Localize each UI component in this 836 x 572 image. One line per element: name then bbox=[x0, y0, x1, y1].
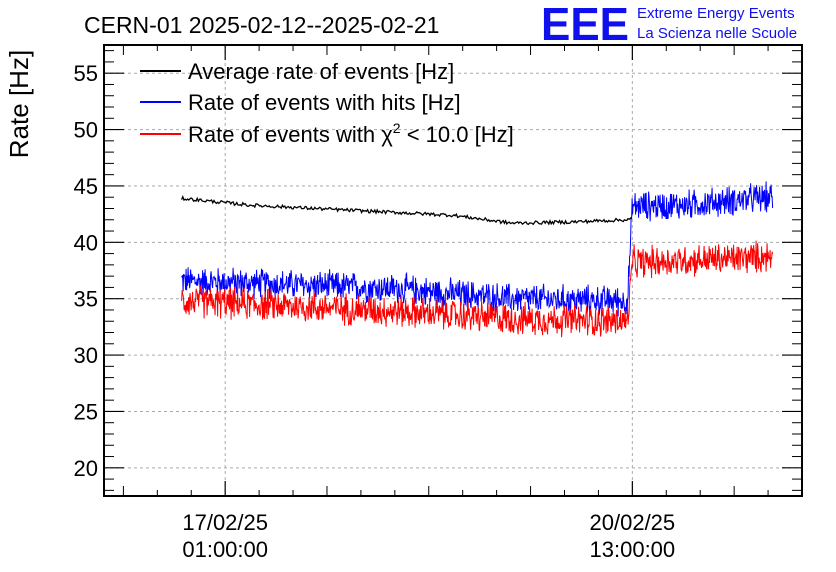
series-rate-hits bbox=[181, 181, 774, 317]
eee-logo: EEE Extreme Energy Events La Scienza nel… bbox=[541, 0, 797, 50]
y-tick-label: 30 bbox=[74, 343, 98, 368]
legend-chi2-suffix: < 10.0 [Hz] bbox=[401, 122, 514, 147]
legend-chi2-symbol: χ bbox=[381, 122, 393, 147]
logo-line2: La Scienza nelle Scuole bbox=[637, 25, 797, 42]
y-tick-label: 45 bbox=[74, 174, 98, 199]
y-axis-label: Rate [Hz] bbox=[4, 50, 34, 158]
legend-chi2-superscript: 2 bbox=[393, 120, 401, 136]
x-tick-label-date: 17/02/25 bbox=[182, 510, 268, 535]
x-tick-label-time: 01:00:00 bbox=[182, 537, 268, 562]
plot-frame bbox=[103, 44, 803, 497]
x-tick-label-time: 13:00:00 bbox=[590, 537, 676, 562]
y-tick-label: 25 bbox=[74, 399, 98, 424]
y-tick-label: 35 bbox=[74, 287, 98, 312]
chart-title: CERN-01 2025-02-12--2025-02-21 bbox=[84, 12, 439, 38]
legend-label-average: Average rate of events [Hz] bbox=[188, 59, 454, 84]
y-tick-labels: 20 25 30 35 40 45 50 55 bbox=[74, 61, 98, 481]
legend-label-chi2: Rate of events with χ2 < 10.0 [Hz] bbox=[188, 120, 514, 147]
legend: Average rate of events [Hz] Rate of even… bbox=[140, 59, 514, 147]
series-rate-chi2 bbox=[181, 240, 774, 338]
legend-chi2-prefix: Rate of events with bbox=[188, 122, 381, 147]
y-tick-label: 55 bbox=[74, 61, 98, 86]
y-tick-label: 20 bbox=[74, 456, 98, 481]
logo-line1: Extreme Energy Events bbox=[637, 5, 795, 22]
legend-label-hits: Rate of events with hits [Hz] bbox=[188, 90, 461, 115]
logo-mark: EEE bbox=[541, 0, 629, 50]
ticks bbox=[104, 45, 802, 496]
y-tick-label: 40 bbox=[74, 230, 98, 255]
y-tick-label: 50 bbox=[74, 118, 98, 143]
series-average-rate bbox=[181, 195, 632, 226]
series-group bbox=[181, 181, 774, 338]
x-tick-label-date: 20/02/25 bbox=[590, 510, 676, 535]
